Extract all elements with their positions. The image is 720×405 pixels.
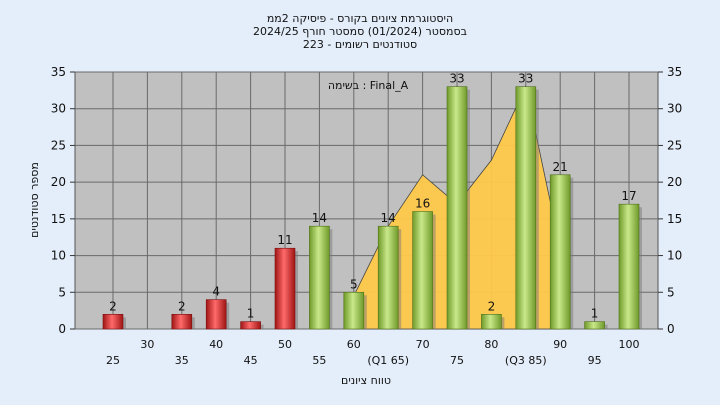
bar xyxy=(446,86,468,330)
y-tick-label-right: 20 xyxy=(667,175,682,189)
y-tick-label-right: 5 xyxy=(667,285,675,299)
y-tick-label-left: 15 xyxy=(51,212,66,226)
x-tick-label: 50 xyxy=(278,338,292,351)
y-tick-label-left: 25 xyxy=(51,138,66,152)
bar xyxy=(377,225,399,330)
y-axis-label: מספר סטודנטים xyxy=(28,162,41,238)
bar-value-label: 1 xyxy=(247,307,255,321)
bar xyxy=(584,321,605,330)
x-tick-label: 95 xyxy=(588,354,602,367)
bar xyxy=(549,174,571,330)
bar-value-label: 16 xyxy=(415,197,430,211)
y-tick-label-right: 30 xyxy=(667,102,682,116)
bar xyxy=(412,211,433,330)
x-tick-label: 100 xyxy=(619,338,640,351)
bar xyxy=(240,321,261,330)
bar xyxy=(205,299,227,330)
x-tick-label: 25 xyxy=(106,354,120,367)
x-tick-label: 40 xyxy=(209,338,223,351)
x-tick-label: 45 xyxy=(244,354,258,367)
bar-value-label: 4 xyxy=(212,285,220,299)
chart-title-line-2: בסמסטר (01/2024) סמסטר חורף 2024/25 xyxy=(253,25,467,38)
bar xyxy=(343,291,365,330)
bar-value-label: 2 xyxy=(178,299,186,313)
bar xyxy=(515,86,537,330)
bar-value-label: 2 xyxy=(109,299,117,313)
chart-annotation: בשימה : Final_A xyxy=(328,79,409,92)
x-tick-label: 90 xyxy=(553,338,567,351)
bar xyxy=(102,314,124,330)
y-tick-label-left: 20 xyxy=(51,175,66,189)
y-tick-label-left: 0 xyxy=(58,322,66,336)
bar-value-label: 14 xyxy=(381,211,396,225)
x-tick-label: 60 xyxy=(347,338,361,351)
y-tick-label-left: 35 xyxy=(51,65,66,79)
bar-value-label: 17 xyxy=(621,189,636,203)
x-tick-label: 30 xyxy=(140,338,154,351)
x-tick-label: 70 xyxy=(416,338,430,351)
x-axis-ticks: 25 30 35 40 45 50 55 60 (Q1 65) 70 75 80 (Q3 85) 90 95… xyxy=(106,338,640,367)
y-tick-label-left: 10 xyxy=(51,249,66,263)
chart-title-line-1: היסטוגרמת ציונים בקורס - פיסיקה 2ממ xyxy=(266,12,454,25)
x-axis-label: טווח ציונים xyxy=(341,374,391,387)
y-tick-label-right: 25 xyxy=(667,138,682,152)
x-tick-label: 35 xyxy=(175,354,189,367)
y-tick-label-right: 0 xyxy=(667,322,675,336)
bar-value-label: 11 xyxy=(277,233,292,247)
x-tick-label: (Q1 65) xyxy=(367,354,409,367)
y-tick-label-left: 5 xyxy=(58,285,66,299)
bar-value-label: 14 xyxy=(312,211,327,225)
bar-value-label: 5 xyxy=(350,277,358,291)
bar xyxy=(274,247,296,330)
bar-value-label: 21 xyxy=(553,160,568,174)
y-tick-label-right: 35 xyxy=(667,65,682,79)
chart-title-line-3: סטודנטים רשומים - 223 xyxy=(302,38,418,51)
bar xyxy=(171,314,193,330)
bar-value-label: 33 xyxy=(518,72,533,86)
bar xyxy=(309,225,330,330)
y-tick-label-right: 15 xyxy=(667,212,682,226)
bar xyxy=(618,203,640,330)
y-tick-label-right: 10 xyxy=(667,249,682,263)
y-tick-label-left: 30 xyxy=(51,102,66,116)
bar-value-label: 2 xyxy=(488,299,496,313)
bar-value-label: 1 xyxy=(591,307,599,321)
x-tick-label: 75 xyxy=(450,354,464,367)
x-tick-label: 80 xyxy=(484,338,498,351)
bar-value-label: 33 xyxy=(449,72,464,86)
bar xyxy=(481,314,502,330)
x-tick-label: 55 xyxy=(312,354,326,367)
x-tick-label: (Q3 85) xyxy=(505,354,547,367)
